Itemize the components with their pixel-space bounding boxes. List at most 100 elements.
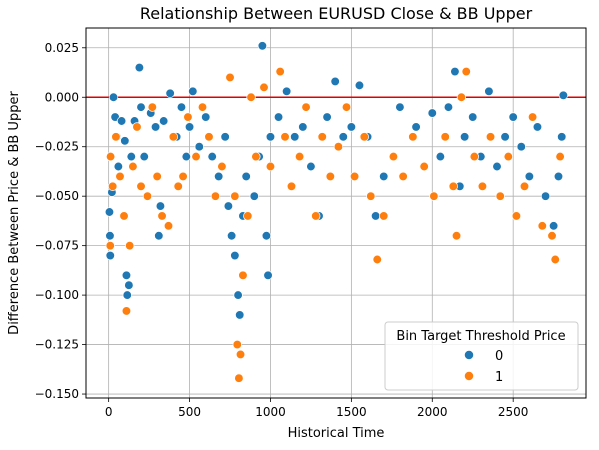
data-point-series-0: [188, 86, 198, 96]
data-point-series-0: [354, 80, 365, 91]
legend-box: [384, 321, 579, 391]
data-point-series-1: [191, 151, 201, 162]
y-axis-label: Difference Between Price & BB Upper: [7, 91, 22, 335]
data-point-series-1: [461, 66, 471, 77]
data-point-series-1: [259, 82, 269, 93]
data-point-series-1: [217, 161, 227, 172]
data-point-series-0: [220, 132, 230, 142]
data-point-series-1: [265, 161, 276, 172]
legend: Bin Target Threshold Price 0 1: [384, 321, 579, 391]
data-point-series-1: [210, 191, 221, 201]
x-tick-label: 2500: [498, 405, 529, 419]
data-point-series-0: [290, 132, 300, 142]
data-point-series-0: [126, 151, 136, 162]
data-point-series-0: [113, 161, 124, 172]
data-point-series-1: [440, 132, 450, 142]
data-point-series-1: [115, 171, 125, 182]
data-point-series-1: [527, 112, 538, 122]
data-point-series-1: [168, 132, 179, 142]
y-tick-label: −0.150: [35, 387, 79, 401]
data-point-series-1: [121, 306, 132, 316]
data-point-series-1: [119, 211, 129, 221]
data-point-series-0: [214, 171, 224, 182]
data-point-series-0: [322, 112, 332, 122]
data-point-series-0: [105, 250, 115, 261]
data-point-series-1: [105, 240, 115, 251]
data-point-series-1: [152, 171, 162, 182]
data-point-series-1: [448, 181, 458, 191]
data-point-series-0: [159, 116, 169, 126]
data-point-series-0: [139, 151, 149, 162]
data-point-series-0: [235, 310, 245, 320]
data-point-series-1: [173, 181, 183, 191]
data-point-series-0: [249, 191, 259, 201]
data-point-series-1: [477, 181, 488, 191]
data-point-series-0: [122, 290, 132, 300]
data-point-series-0: [427, 108, 437, 118]
data-point-series-0: [201, 112, 211, 122]
data-point-series-0: [261, 231, 272, 241]
data-point-series-1: [341, 102, 352, 112]
data-point-series-1: [280, 132, 290, 142]
data-point-series-0: [223, 201, 234, 211]
data-point-series-0: [379, 171, 389, 182]
data-point-series-1: [204, 132, 214, 142]
data-point-series-0: [136, 102, 146, 112]
data-point-series-1: [147, 102, 157, 112]
data-point-series-0: [306, 161, 316, 172]
data-point-series-0: [134, 62, 145, 73]
data-point-series-0: [155, 201, 166, 211]
legend-title: Bin Target Threshold Price: [396, 329, 565, 344]
data-point-series-1: [485, 132, 496, 142]
data-point-series-0: [108, 92, 119, 102]
chart-title: Relationship Between EURUSD Close & BB U…: [140, 4, 533, 23]
data-point-series-1: [547, 231, 557, 241]
y-tick-label: −0.100: [35, 288, 79, 302]
data-point-series-1: [366, 191, 376, 201]
y-tick-label: −0.025: [35, 140, 79, 154]
data-point-series-0: [176, 102, 187, 112]
legend-marker-0: [464, 350, 474, 360]
data-point-series-1: [197, 102, 208, 112]
data-point-series-0: [121, 270, 132, 280]
data-point-series-0: [116, 116, 127, 126]
data-point-series-1: [379, 211, 389, 221]
data-point-series-0: [540, 191, 551, 201]
data-point-series-0: [230, 250, 240, 261]
data-point-series-1: [232, 339, 242, 350]
data-point-series-1: [537, 221, 547, 231]
data-point-series-1: [511, 211, 522, 221]
data-point-series-1: [125, 240, 135, 251]
data-point-series-0: [508, 112, 518, 122]
data-point-series-1: [550, 254, 560, 265]
data-point-series-1: [372, 254, 382, 265]
data-point-series-1: [317, 132, 327, 142]
legend-marker-1: [464, 371, 474, 381]
data-point-series-1: [235, 349, 246, 360]
data-point-series-0: [532, 122, 543, 132]
data-point-series-0: [553, 171, 564, 182]
data-point-series-0: [450, 66, 460, 77]
data-point-series-0: [181, 151, 191, 162]
data-point-series-1: [142, 191, 153, 201]
data-point-series-0: [150, 122, 161, 132]
data-point-series-1: [286, 181, 297, 191]
data-point-series-1: [503, 151, 513, 162]
y-axis-ticks: 0.025 0.000 −0.025 −0.050 −0.075 −0.100 −0.125…: [35, 41, 86, 401]
data-point-series-0: [207, 151, 217, 162]
data-point-series-0: [330, 76, 340, 87]
data-point-series-0: [346, 122, 357, 132]
data-point-series-1: [398, 171, 408, 182]
data-point-series-1: [178, 171, 188, 182]
data-point-series-1: [495, 191, 505, 201]
data-points: [104, 41, 568, 383]
data-point-series-1: [230, 191, 240, 201]
data-point-series-1: [163, 221, 174, 231]
data-point-series-1: [451, 231, 462, 241]
data-point-series-0: [105, 231, 115, 241]
data-point-series-1: [469, 151, 479, 162]
data-point-series-0: [516, 142, 526, 152]
data-point-series-1: [243, 211, 253, 221]
data-point-series-0: [124, 280, 134, 290]
